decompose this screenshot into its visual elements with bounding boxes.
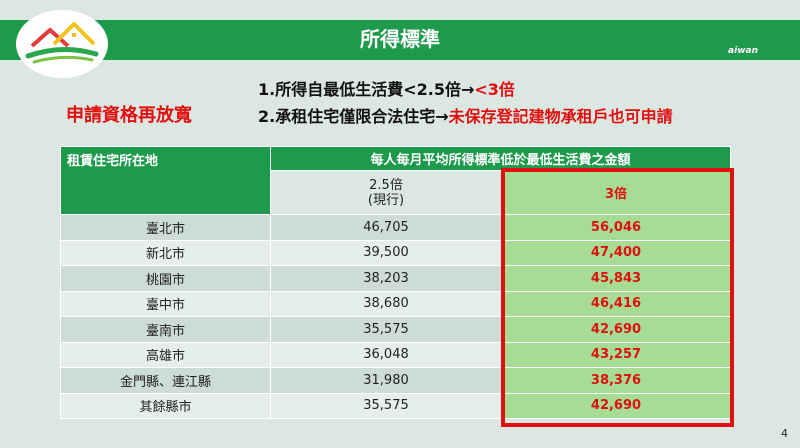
cell-current: 36,048 [270,341,502,368]
cell-current: 46,705 [270,214,502,241]
cell-current: 35,575 [270,316,502,343]
cell-city: 高雄市 [60,341,271,368]
cell-current: 35,575 [270,392,502,419]
cell-city: 臺南市 [60,316,271,343]
current-multiplier-label: 2.5倍 [369,177,403,193]
header-new-multiplier: 3倍 [501,170,731,215]
cell-city: 新北市 [60,239,271,266]
header-current-multiplier: 2.5倍 (現行) [270,170,502,215]
cell-new: 56,046 [501,214,731,241]
bullet-1-text: 1.所得自最低生活費<2.5倍→ [258,80,475,99]
header-location: 租賃住宅所在地 [60,146,271,215]
bullet-1: 1.所得自最低生活費<2.5倍→<3倍 [258,76,515,100]
current-multiplier-note: (現行) [367,192,405,208]
table-row: 臺中市 38,680 46,416 [60,290,731,317]
house-logo-icon [16,10,108,78]
bullet-2-text: 2.承租住宅僅限合法住宅→ [258,107,449,126]
bullet-1-highlight: <3倍 [474,80,515,99]
cell-new: 42,690 [501,316,731,343]
cell-city: 臺中市 [60,290,271,317]
cell-current: 31,980 [270,367,502,394]
cell-city: 金門縣、連江縣 [60,367,271,394]
cell-new: 38,376 [501,367,731,394]
table-row: 臺南市 35,575 42,690 [60,316,731,343]
table-row: 臺北市 46,705 56,046 [60,214,731,241]
eligibility-heading: 申請資格再放寬 [66,105,192,126]
cell-new: 47,400 [501,239,731,266]
cell-new: 43,257 [501,341,731,368]
table-row: 桃園市 38,203 45,843 [60,265,731,292]
cell-new: 45,843 [501,265,731,292]
table-row: 新北市 39,500 47,400 [60,239,731,266]
income-standard-table: 租賃住宅所在地 每人每月平均所得標準低於最低生活費之金額 2.5倍 (現行) 3… [60,146,731,419]
bullet-2: 2.承租住宅僅限合法住宅→未保存登記建物承租戶也可申請 [258,103,673,127]
taiwan-watermark-text: aiwan [728,46,758,56]
cell-new: 46,416 [501,290,731,317]
cell-current: 38,680 [270,290,502,317]
cell-current: 39,500 [270,239,502,266]
title-bar [0,20,800,58]
cell-new: 42,690 [501,392,731,419]
table-row: 其餘縣市 35,575 42,690 [60,392,731,419]
title-underline [0,58,800,60]
header-income-standard: 每人每月平均所得標準低於最低生活費之金額 [270,146,731,171]
cell-city: 桃園市 [60,265,271,292]
cell-current: 38,203 [270,265,502,292]
bullet-2-highlight: 未保存登記建物承租戶也可申請 [448,107,673,126]
cell-city: 臺北市 [60,214,271,241]
table-row: 金門縣、連江縣 31,980 38,376 [60,367,731,394]
page-number: 4 [781,427,788,440]
slide-title: 所得標準 [360,27,440,51]
cell-city: 其餘縣市 [60,392,271,419]
table-row: 高雄市 36,048 43,257 [60,341,731,368]
